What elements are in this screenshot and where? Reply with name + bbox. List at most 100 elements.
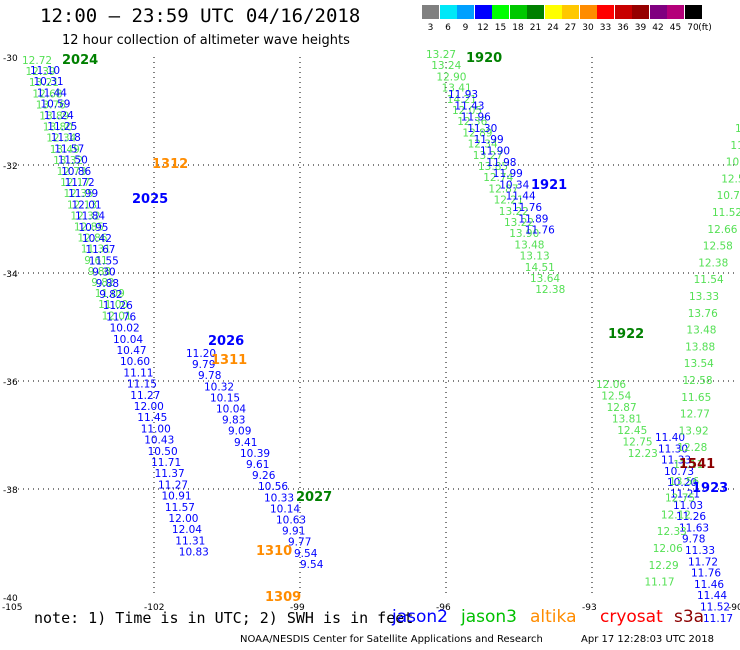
swh-value: 11.98: [486, 157, 516, 169]
swh-value: 10.04: [216, 404, 246, 416]
pass-label: 1923: [692, 481, 728, 496]
swh-value: 13.89: [39, 111, 69, 123]
swh-value: 11.84: [75, 211, 105, 223]
lon-label: -90: [728, 603, 740, 613]
scale-tick-label: 39: [634, 23, 647, 33]
swh-value: 13.49: [50, 144, 80, 156]
pass-label: 2027: [296, 490, 332, 505]
swh-value: 13.27: [473, 150, 503, 162]
lon-label: -96: [436, 603, 451, 613]
scale-swatch: [474, 5, 492, 19]
swh-value: 11.55: [89, 255, 119, 267]
swh-value: 11.45: [137, 412, 167, 424]
swh-value: 12.17: [60, 177, 90, 189]
swh-value: 11.67: [85, 244, 115, 256]
lat-label: -34: [3, 270, 18, 280]
swh-value: 11.31: [81, 244, 111, 256]
swh-value: 12.87: [607, 402, 637, 414]
swh-value: 12.89: [462, 127, 492, 139]
scale-swatch: [579, 5, 597, 19]
swh-value: 11.57: [165, 502, 195, 514]
scale-tick-label: 70: [687, 23, 699, 33]
scale-tick-label: 9: [462, 23, 469, 33]
swh-value: 12.29: [649, 560, 679, 572]
swh-value: 9.83: [222, 415, 245, 427]
lon-label: -105: [2, 603, 22, 613]
swh-value: 11.15: [127, 379, 157, 391]
swh-value: 11.44: [37, 87, 67, 99]
pass-label: 2025: [132, 192, 168, 207]
pass-label: 1312: [152, 157, 188, 172]
swh-value: 11.21: [670, 489, 700, 501]
swh-value: 11.46: [694, 579, 724, 591]
swh-value: 11.40: [655, 432, 685, 444]
scale-swatch: [422, 5, 439, 19]
pass-label: 1921: [531, 178, 567, 193]
swh-value: 12.05: [452, 105, 482, 117]
swh-value: 12.21: [494, 195, 524, 207]
swh-value: 11.44: [506, 191, 536, 203]
swh-value: 11.10: [30, 65, 60, 77]
swh-value: 11.31: [175, 535, 205, 547]
swh-value: 9.77: [288, 537, 311, 549]
scale-tick-label: 3: [427, 23, 434, 33]
swh-value: 9.78: [682, 534, 705, 546]
swh-value: 9.54: [294, 548, 318, 560]
swh-value: 10.91: [162, 491, 192, 503]
swh-value: 12.01: [72, 199, 102, 211]
scale-tick-label: 21: [529, 23, 542, 33]
swh-value: 12.66: [707, 224, 737, 236]
pass-label: 1311: [211, 353, 247, 368]
swh-value: 12.38: [535, 284, 565, 296]
scale-swatch: [632, 5, 649, 19]
swh-value: 13.81: [612, 414, 642, 426]
swh-value: 12.87: [488, 183, 518, 195]
swh-value: 12.36: [457, 116, 487, 128]
scale-swatch: [614, 5, 632, 19]
swh-value: 11.93: [448, 89, 478, 101]
pass-label: 1541: [679, 457, 715, 472]
swh-value: 13.85: [478, 161, 508, 173]
swh-value: 9.78: [198, 370, 221, 382]
scale-swatch: [667, 5, 684, 19]
swh-value: 10.50: [148, 446, 178, 458]
swh-value: 11.26: [103, 300, 133, 312]
lon-label: -93: [582, 603, 597, 613]
scale-swatch: [684, 5, 702, 19]
swh-value: 10.02: [110, 323, 140, 335]
pass-label: 2026: [208, 334, 244, 349]
scale-swatch: [439, 5, 457, 19]
swh-value: 11.52: [712, 207, 740, 219]
swh-value: 13.64: [530, 273, 560, 285]
map-title: 12:00 – 23:59 UTC 04/16/2018: [40, 5, 361, 27]
scale-swatch: [649, 5, 667, 19]
scale-tick-label: 33: [599, 23, 612, 33]
swh-value: 11.03: [673, 500, 703, 512]
swh-value: 12.06: [653, 543, 683, 555]
swh-value: 13.24: [431, 60, 461, 72]
swh-value: 11.11: [123, 367, 153, 379]
swh-value: 9.09: [228, 426, 251, 438]
swh-value: 13.88: [685, 341, 715, 353]
swh-value: 11.33: [661, 455, 691, 467]
swh-value: 13.21: [29, 77, 59, 89]
swh-value: 11.99: [493, 168, 523, 180]
pass-label: 1922: [608, 327, 644, 342]
swh-value: 11.37: [155, 468, 185, 480]
swh-value: 12.45: [617, 425, 647, 437]
swh-value: 10.32: [204, 381, 234, 393]
swh-value: 11.54: [694, 274, 724, 286]
swh-value: 12.00: [168, 513, 198, 525]
swh-value: 10.78: [726, 157, 740, 169]
swh-value: 12.73: [57, 166, 87, 178]
scale-tick-label: 30: [582, 23, 594, 33]
swh-value: 12.00: [134, 401, 164, 413]
swh-value: 10.20: [667, 477, 697, 489]
swh-value: 12.33: [657, 526, 687, 538]
swh-value: 12.04: [172, 524, 202, 536]
swh-value: 11.76: [106, 311, 136, 323]
lon-label: -99: [290, 603, 305, 613]
pass-label: 1310: [256, 544, 292, 559]
swh-value: 10.83: [179, 547, 209, 559]
